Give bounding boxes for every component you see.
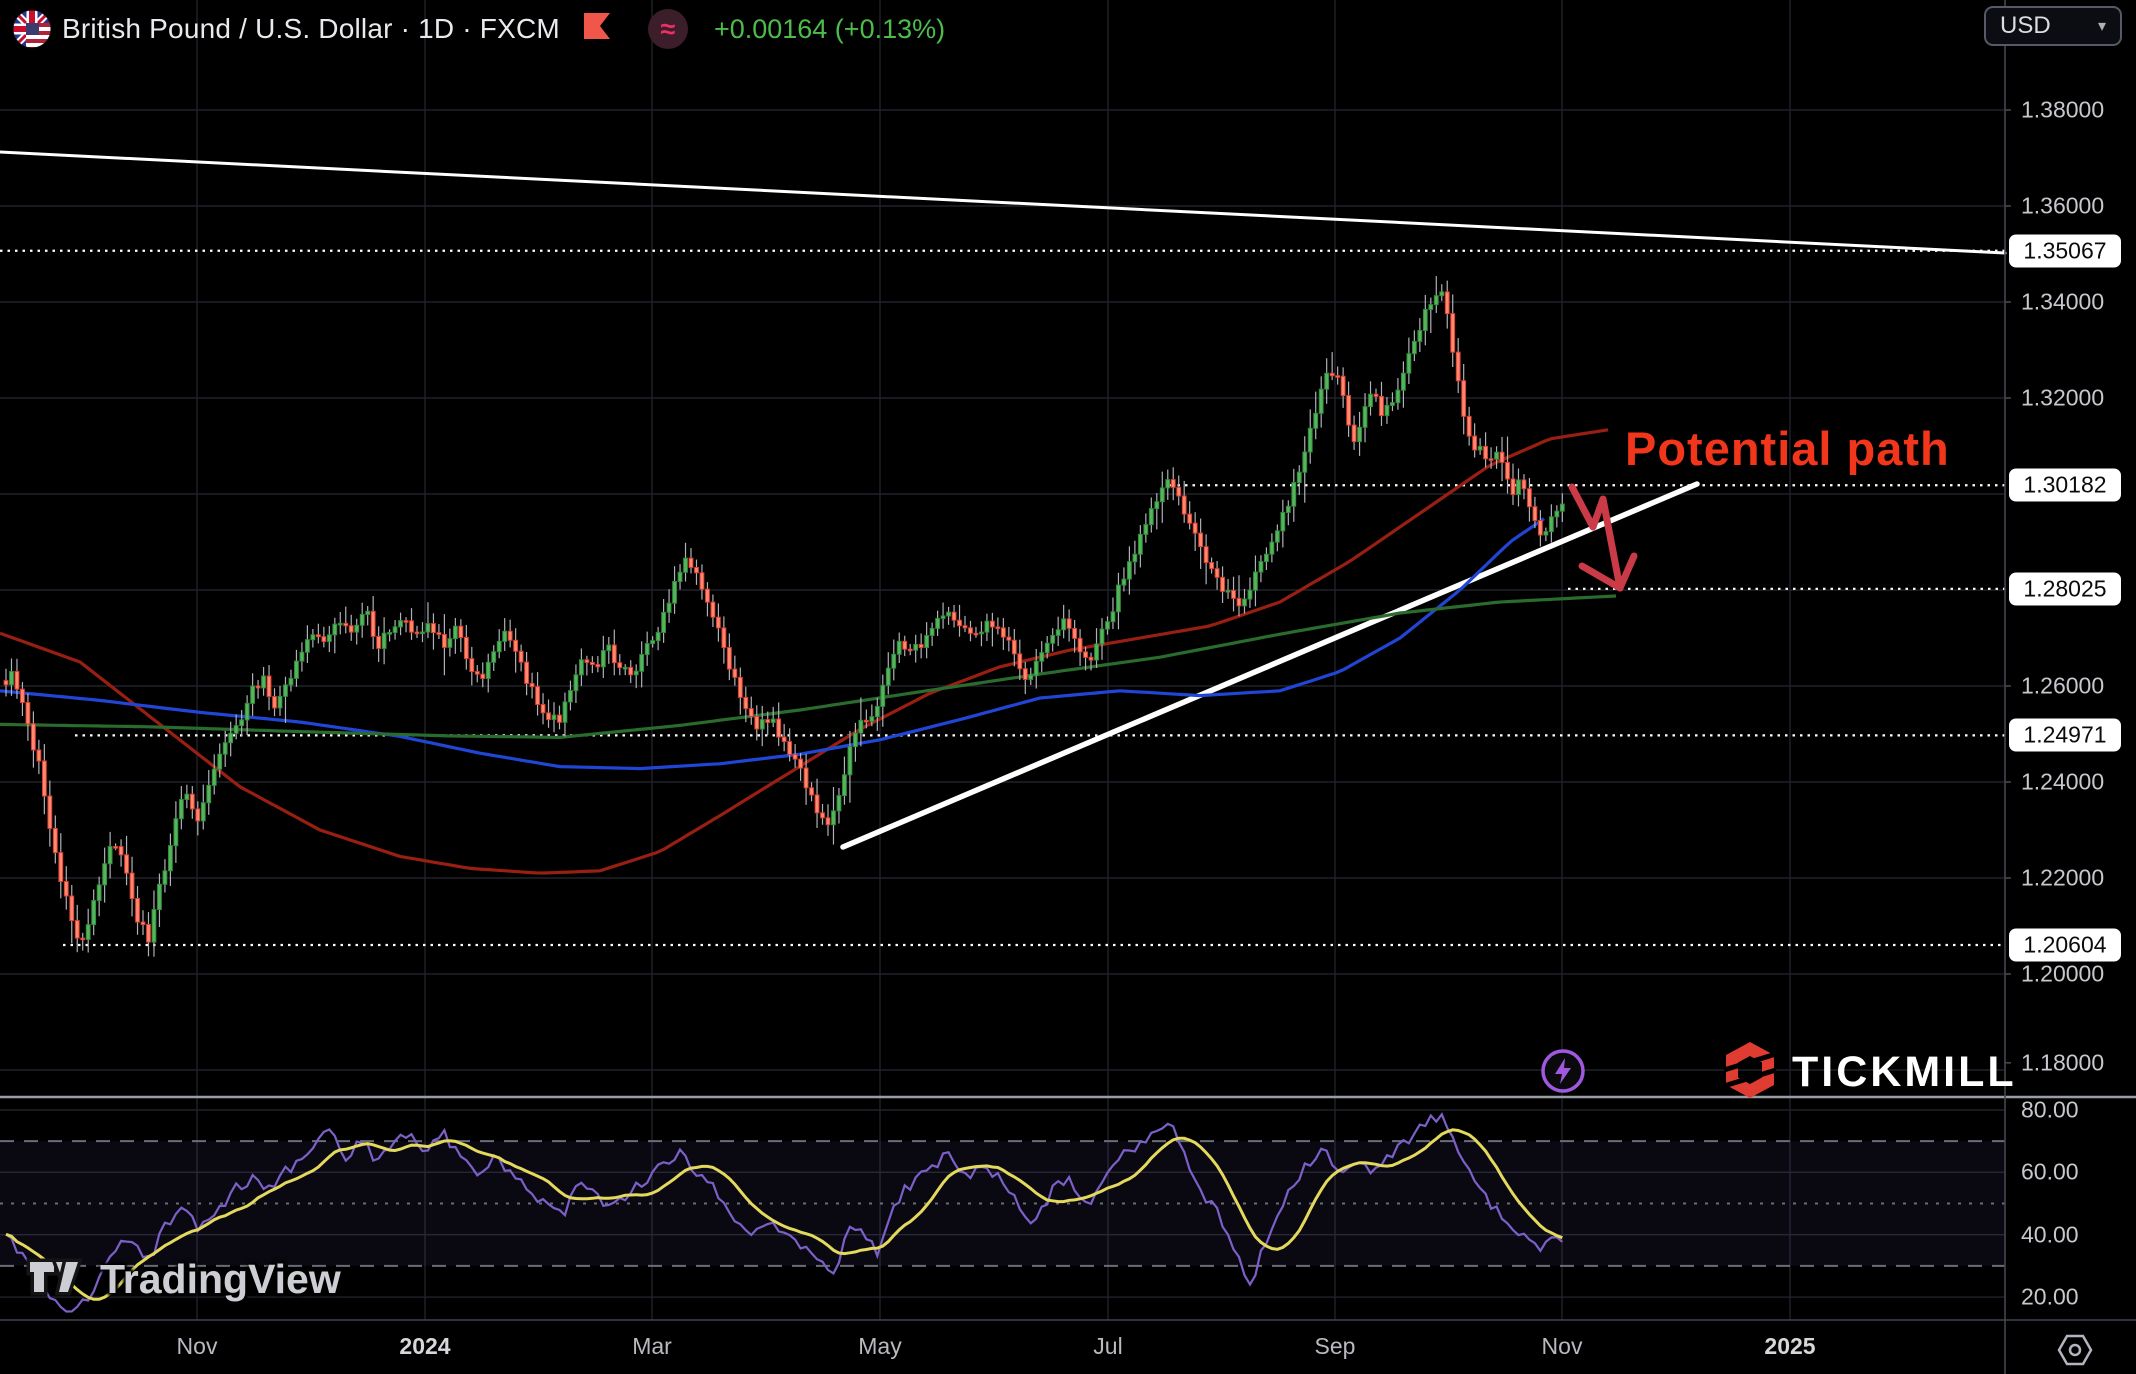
time-axis-label[interactable]: Nov <box>176 1333 218 1359</box>
price-axis-label: 1.34000 <box>2021 288 2105 315</box>
ma-slow-red <box>0 428 1609 875</box>
candlesticks <box>3 276 1565 957</box>
tradingview-logo-text: TradingView <box>100 1256 341 1302</box>
symbol-legend[interactable]: British Pound / U.S. Dollar · 1D · FXCM … <box>0 0 2005 58</box>
price-axis-label: 1.36000 <box>2021 192 2105 219</box>
tradingview-logo-icon <box>26 1252 90 1307</box>
price-axis-marker: 1.28025 <box>2009 572 2121 606</box>
tickmill-watermark: TICKMILL <box>1722 1040 2017 1105</box>
rsi-axis-label: 60.00 <box>2021 1158 2079 1185</box>
rsi-signal-line <box>5 1128 1563 1301</box>
time-axis-label[interactable]: Jul <box>1093 1333 1123 1359</box>
rsi-axis-label: 40.00 <box>2021 1221 2079 1248</box>
rsi-indicator <box>5 1112 1564 1313</box>
price-axis-marker: 1.30182 <box>2009 468 2121 502</box>
price-axis-marker: 1.24971 <box>2009 718 2121 752</box>
axis-settings-gear-icon[interactable] <box>2055 1332 2095 1373</box>
tickmill-logo-text: TICKMILL <box>1792 1048 2017 1096</box>
rsi-axis-label: 20.00 <box>2021 1283 2079 1310</box>
potential-path-annotation[interactable]: Potential path <box>1625 422 1950 475</box>
time-axis-label[interactable]: Mar <box>632 1333 672 1359</box>
gbpusd-flag-icon <box>12 9 52 49</box>
tickmill-logo-icon <box>1722 1040 1778 1105</box>
price-change-text: +0.00164 (+0.13%) <box>713 13 946 44</box>
tradingview-watermark[interactable]: TradingView <box>26 1252 341 1307</box>
rsi-line <box>5 1112 1564 1313</box>
price-axis-marker: 1.20604 <box>2009 928 2121 962</box>
potential-path-arrow[interactable] <box>1568 483 1638 592</box>
price-axis-label: 1.18000 <box>2021 1049 2105 1076</box>
chevron-down-icon: ▾ <box>2097 18 2106 35</box>
price-axis-marker: 1.35067 <box>2009 234 2121 268</box>
currency-selector-label: USD <box>2000 12 2051 39</box>
time-axis-label[interactable]: Nov <box>1541 1333 1583 1359</box>
approx-status-icon[interactable]: ≈ <box>647 9 688 49</box>
red-flag-bookmark-icon[interactable] <box>582 12 612 47</box>
trendlines[interactable] <box>0 150 2007 850</box>
ascending-support-line <box>840 481 1700 850</box>
price-axis-label: 1.32000 <box>2021 384 2105 411</box>
boost-lightning-icon[interactable] <box>1540 1048 1586 1099</box>
rsi-axis-label: 80.00 <box>2021 1096 2079 1123</box>
moving-averages <box>0 428 1617 875</box>
price-axis-label: 1.22000 <box>2021 864 2105 891</box>
price-axis-label: 1.26000 <box>2021 672 2105 699</box>
currency-selector[interactable]: USD ▾ <box>1984 6 2122 46</box>
symbol-title[interactable]: British Pound / U.S. Dollar · 1D · FXCM <box>62 13 560 44</box>
time-axis-label[interactable]: May <box>858 1333 902 1359</box>
price-axis-label: 1.38000 <box>2021 96 2105 123</box>
descending-resistance-line <box>0 150 2007 255</box>
time-axis-label[interactable]: 2025 <box>1764 1333 1816 1359</box>
key-level-lines <box>0 249 2005 947</box>
ma-mid-blue <box>0 517 1545 771</box>
time-axis-label[interactable]: Sep <box>1314 1333 1356 1359</box>
ma-long-green <box>0 594 1617 740</box>
time-axis-label[interactable]: 2024 <box>399 1333 451 1359</box>
price-axis-label: 1.24000 <box>2021 768 2105 795</box>
price-axis-label: 1.20000 <box>2021 960 2105 987</box>
